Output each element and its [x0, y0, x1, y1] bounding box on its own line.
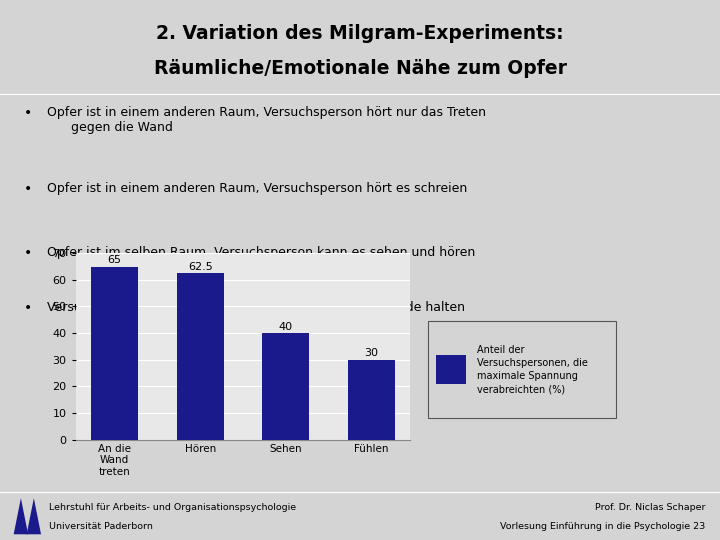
- Text: Universität Paderborn: Universität Paderborn: [49, 522, 153, 531]
- Text: Opfer ist in einem anderen Raum, Versuchsperson hört nur das Treten
      gegen : Opfer ist in einem anderen Raum, Versuch…: [47, 106, 486, 134]
- Text: Räumliche/Emotionale Nähe zum Opfer: Räumliche/Emotionale Nähe zum Opfer: [153, 58, 567, 78]
- Text: •: •: [24, 106, 32, 120]
- Text: •: •: [24, 182, 32, 196]
- Bar: [436, 355, 466, 384]
- Text: Lehrstuhl für Arbeits- und Organisationspsychologie: Lehrstuhl für Arbeits- und Organisations…: [49, 503, 296, 512]
- Text: 2. Variation des Milgram-Experiments:: 2. Variation des Milgram-Experiments:: [156, 24, 564, 43]
- Bar: [176, 273, 224, 440]
- Text: 30: 30: [364, 348, 379, 359]
- Text: Opfer ist in einem anderen Raum, Versuchsperson hört es schreien: Opfer ist in einem anderen Raum, Versuch…: [47, 182, 467, 195]
- Text: 62.5: 62.5: [188, 262, 212, 272]
- Bar: [348, 360, 395, 440]
- Text: •: •: [24, 246, 32, 260]
- Text: Opfer ist im selben Raum, Versuchsperson kann es sehen und hören: Opfer ist im selben Raum, Versuchsperson…: [47, 246, 475, 259]
- Text: Vorlesung Einführung in die Psychologie 23: Vorlesung Einführung in die Psychologie …: [500, 522, 706, 531]
- Text: •: •: [24, 301, 32, 315]
- Polygon shape: [14, 498, 28, 534]
- Polygon shape: [27, 498, 41, 534]
- Text: 40: 40: [279, 322, 293, 332]
- Bar: [91, 267, 138, 440]
- Bar: [262, 333, 310, 440]
- Text: Versuchsperson muss die Hand des Opfers an die Elektrode halten: Versuchsperson muss die Hand des Opfers …: [47, 301, 465, 314]
- Text: Anteil der
Versuchspersonen, die
maximale Spannung
verabreichten (%): Anteil der Versuchspersonen, die maximal…: [477, 345, 588, 394]
- Text: 65: 65: [107, 255, 122, 265]
- Text: Prof. Dr. Niclas Schaper: Prof. Dr. Niclas Schaper: [595, 503, 706, 512]
